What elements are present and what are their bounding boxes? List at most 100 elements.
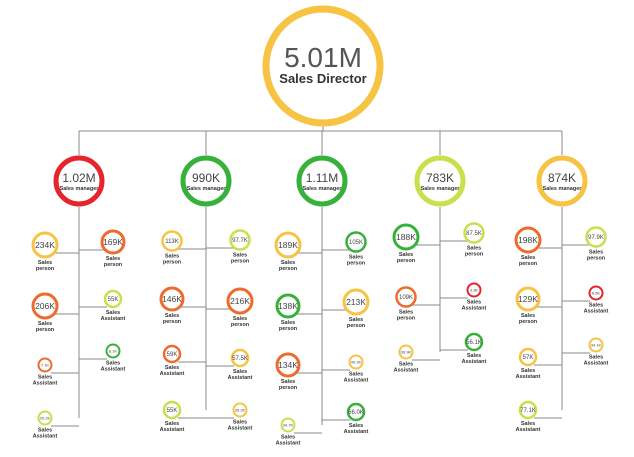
team-member-role: Assistant: [276, 441, 301, 447]
sales-manager-node: [414, 155, 466, 207]
team-member-role: Assistant: [228, 426, 253, 432]
team-member-node: [159, 286, 185, 312]
team-member-role: Assistant: [101, 367, 126, 373]
team-member-role: Assistant: [344, 378, 369, 384]
team-member-role: Sales: [165, 254, 179, 260]
team-member-role: person: [397, 258, 416, 264]
sales-manager-title: Sales manager: [303, 186, 343, 192]
team-member-node: [275, 352, 301, 378]
team-member-node: [274, 231, 302, 259]
team-member-role: person: [279, 266, 298, 272]
team-member-role: Sales: [399, 362, 413, 368]
sales-manager-node: [536, 155, 588, 207]
team-member-value: 57K: [523, 355, 534, 361]
team-member-value: 146K: [162, 294, 182, 304]
team-member-role: Assistant: [101, 316, 126, 322]
team-member-value: 234K: [35, 240, 55, 250]
team-member-value: 8.1K: [109, 348, 118, 353]
team-member-node: [280, 417, 296, 433]
team-member-role: person: [519, 319, 538, 325]
sales-manager-value: 1.11M: [306, 171, 338, 185]
team-member-role: Sales: [38, 321, 52, 327]
team-member-value: 66.0K: [348, 410, 364, 416]
team-member-role: person: [519, 261, 538, 267]
team-member-node: [585, 226, 607, 248]
team-member-value: 6.5K: [592, 290, 601, 295]
team-member-role: Assistant: [228, 375, 253, 381]
team-member-value: 206K: [35, 301, 55, 311]
team-member-role: Assistant: [584, 309, 609, 315]
team-member-role: Sales: [399, 252, 413, 258]
team-member-value: 216K: [230, 296, 250, 306]
team-member-role: person: [279, 326, 298, 332]
team-member-node: [348, 354, 364, 370]
team-member-value: 188K: [396, 232, 416, 242]
team-member-role: person: [104, 262, 123, 268]
team-member-value: 40.2K: [351, 359, 362, 364]
team-member-value: 105K: [349, 240, 363, 246]
team-member-node: [275, 293, 301, 319]
team-member-role: Assistant: [584, 361, 609, 367]
team-member-role: person: [36, 266, 55, 272]
team-member-role: person: [163, 260, 182, 266]
team-member-role: Assistant: [516, 374, 541, 380]
team-member-role: Sales: [233, 420, 247, 426]
team-member-node: [518, 400, 538, 420]
team-member-role: Sales: [281, 435, 295, 441]
team-member-value: 138K: [278, 301, 298, 311]
team-member-node: [232, 402, 248, 418]
sales-director-value: 5.01M: [284, 42, 362, 73]
team-member-role: Sales: [399, 310, 413, 316]
sales-director-node: [262, 5, 384, 127]
team-member-node: [346, 402, 366, 422]
team-member-node: [37, 357, 53, 373]
team-member-value: 34.1K: [591, 342, 602, 347]
team-member-node: [37, 410, 53, 426]
team-member-role: Sales: [349, 372, 363, 378]
team-member-role: Sales: [521, 421, 535, 427]
sales-manager-value: 1.02M: [62, 171, 95, 185]
team-member-role: Sales: [521, 255, 535, 261]
team-member-role: Sales: [281, 320, 295, 326]
team-member-role: Sales: [106, 256, 120, 262]
team-member-value: 109K: [399, 295, 413, 301]
team-member-value: 134K: [278, 360, 298, 370]
sales-manager-title: Sales manager: [60, 186, 100, 192]
team-member-node: [162, 344, 182, 364]
team-member-role: Sales: [38, 375, 52, 381]
team-member-node: [103, 289, 123, 309]
sales-manager-value: 783K: [426, 171, 454, 185]
team-member-role: person: [397, 316, 416, 322]
team-member-node: [105, 343, 121, 359]
sales-manager-value: 990K: [192, 171, 220, 185]
team-member-value: 97.9K: [588, 235, 604, 241]
team-member-role: Sales: [467, 246, 481, 252]
team-member-role: Assistant: [462, 306, 487, 312]
team-member-value: 39.9K: [401, 349, 412, 354]
team-member-role: person: [279, 385, 298, 391]
team-member-value: 213K: [346, 297, 366, 307]
team-member-role: Sales: [349, 255, 363, 261]
team-member-role: Sales: [233, 316, 247, 322]
team-member-value: 34.7K: [283, 422, 294, 427]
team-member-node: [514, 226, 542, 254]
team-member-role: person: [231, 322, 250, 328]
team-member-role: Sales: [589, 355, 603, 361]
team-member-value: 198K: [518, 235, 538, 245]
team-member-role: Assistant: [160, 427, 185, 433]
team-member-node: [31, 292, 59, 320]
team-member-role: Assistant: [160, 371, 185, 377]
team-member-node: [463, 222, 485, 244]
team-member-value: 77.1K: [520, 408, 536, 414]
team-member-value: 189K: [278, 240, 298, 250]
team-member-role: Assistant: [33, 434, 58, 440]
team-member-role: person: [163, 319, 182, 325]
sales-manager-node: [180, 155, 232, 207]
team-member-value: 59K: [167, 352, 178, 358]
team-member-value: 97.7K: [232, 238, 248, 244]
team-member-node: [226, 287, 254, 315]
team-member-value: 20.2K: [40, 415, 51, 420]
team-member-role: Sales: [165, 365, 179, 371]
team-member-node: [161, 230, 183, 252]
